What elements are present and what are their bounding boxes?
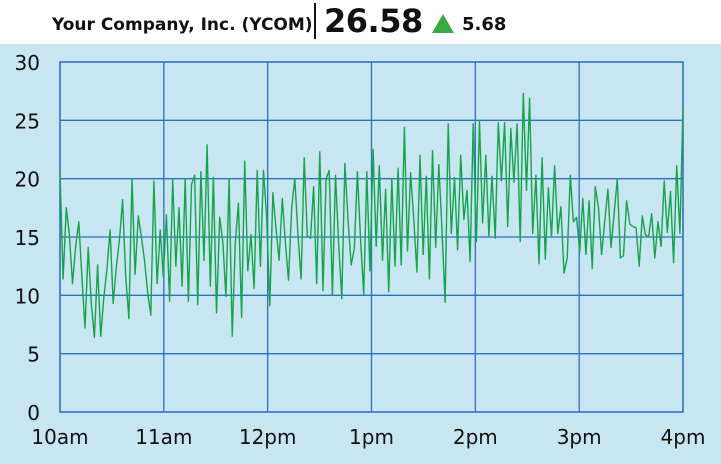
y-tick-label: 0 [27, 401, 40, 425]
y-tick-label: 10 [15, 284, 40, 308]
header-divider [314, 3, 316, 39]
x-tick-label: 12pm [239, 425, 297, 449]
x-tick-label: 2pm [453, 425, 498, 449]
y-tick-label: 20 [15, 168, 40, 192]
stock-line-chart: 0 5 10 15 20 25 30 10am 11am 12pm 1pm 2pm 3pm 4pm [15, 51, 706, 449]
ticker-header: Your Company, Inc. (YCOM) 26.58 5.68 [0, 0, 721, 44]
x-tick-label: 3pm [557, 425, 602, 449]
chart-area: 0 5 10 15 20 25 30 10am 11am 12pm 1pm 2pm 3pm 4pm [0, 44, 721, 464]
x-tick-label: 10am [31, 425, 88, 449]
x-tick-label: 4pm [661, 425, 706, 449]
x-tick-label: 11am [135, 425, 192, 449]
company-name: Your Company, Inc. (YCOM) [52, 15, 313, 35]
y-tick-label: 5 [27, 343, 40, 367]
stock-price: 26.58 [324, 2, 423, 40]
x-tick-label: 1pm [349, 425, 394, 449]
y-tick-label: 30 [15, 51, 40, 75]
price-series-line [59, 92, 684, 338]
triangle-up-icon [432, 14, 454, 33]
plot-border [59, 61, 684, 413]
price-change: 5.68 [462, 14, 507, 35]
y-tick-label: 15 [15, 226, 40, 250]
y-tick-label: 25 [15, 109, 40, 133]
